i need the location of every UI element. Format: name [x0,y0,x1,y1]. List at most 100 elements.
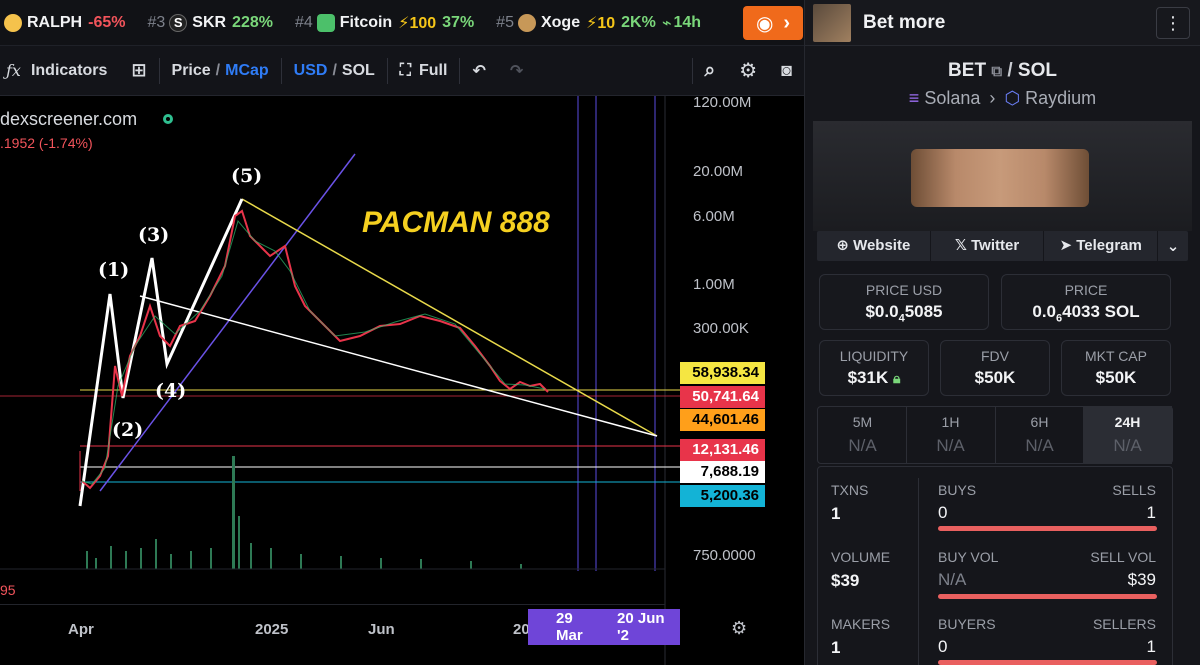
volume-label: VOLUME [831,549,891,565]
price-option[interactable]: Price [171,61,211,79]
mcap-value: $50K [1095,368,1137,387]
redo-button[interactable]: ↷ [498,56,535,86]
watermark: dexscreener.com [0,109,138,129]
redo-icon: ↷ [509,62,524,80]
price-sol-value: 0.064033 SOL [1032,302,1140,325]
trending-fire-button[interactable]: ◉ › [743,6,803,40]
range-start-label: 29 Mar [556,610,583,644]
mcap-label: MKT CAP [1085,348,1147,364]
price-sol-card: PRICE 0.064033 SOL [1001,274,1171,330]
token-info-panel: Bet more ⋮ BET ⧉ / SOL ≡ Solana › ⬡ Rayd… [804,0,1200,665]
twitter-link[interactable]: 𝕏 Twitter [931,231,1045,261]
ticker-item-ralph[interactable]: RALPH -65% [0,13,125,32]
buy-vol-label: BUY VOL [938,549,999,565]
liquidity-label: LIQUIDITY [839,348,909,364]
toolbar-divider [280,57,282,84]
gear-icon: ⚙ [731,618,748,638]
ticker-rank: #5 [496,13,514,31]
elliott-wave-line [78,198,244,507]
tab-5m[interactable]: 5M N/A [848,414,877,455]
price-chart[interactable]: dexscreener.com .1952 (-1.74%) 95 120.00… [0,96,804,665]
buys-label: BUYS [938,482,977,498]
trendline-yellow [241,198,658,437]
solana-icon: ≡ [908,88,920,108]
gear-icon: ⚙ [739,60,758,82]
layout-button[interactable]: ⊞ [119,56,158,86]
x-axis-label: 2025 [255,621,289,638]
undo-button[interactable]: ↶ [460,56,497,86]
snapshot-button[interactable]: ◙ [769,56,804,86]
copy-icon[interactable]: ⧉ [991,63,1003,80]
indicators-button[interactable]: ƒx Indicators [0,56,119,86]
fullscreen-icon: ⛶ [399,61,411,79]
dex-name[interactable]: Raydium [1025,88,1097,108]
time-settings-button[interactable]: ⚙ [731,618,747,639]
ticker-name: RALPH [27,13,83,31]
settings-button[interactable]: ⚙ [727,56,769,86]
telegram-link[interactable]: ➤ Telegram [1044,231,1159,261]
buy-sell-ratio-bar [938,526,1157,531]
wave-label: (5) [231,165,263,187]
wave-label: (2) [112,419,144,441]
sol-option[interactable]: SOL [341,61,375,79]
makers-ratio-bar [938,660,1157,665]
pacman-annotation: PACMAN 888 [362,206,550,239]
usd-option[interactable]: USD [293,61,328,79]
ticker-name: Fitcoin [339,13,393,31]
social-links: ⊕ Website 𝕏 Twitter ➤ Telegram ⌄ [817,231,1188,261]
currency-toggle[interactable]: USD / SOL [282,56,387,86]
y-axis-label: 6.00M [693,208,735,225]
price-level-tag: 44,601.46 [680,409,765,431]
ticker-name: SKR [192,13,227,31]
price-level-tag: 5,200.36 [680,485,765,507]
telegram-icon: ➤ [1059,237,1077,254]
trendline-white [139,295,658,437]
ticker-item-xoge[interactable]: #5 Xoge ⚡10 2K% ⌁ 14h [496,13,701,33]
mcap-option[interactable]: MCap [225,61,269,79]
fullscreen-button[interactable]: ⛶ Full [388,56,460,86]
y-axis-label: 20.00M [693,163,744,180]
x-icon: 𝕏 [954,237,972,254]
function-icon: ƒx [6,61,21,80]
ralph-token-icon [4,13,22,32]
y-axis-label: 120.00M [693,96,752,111]
buys-value: 0 [938,503,948,522]
more-options-button[interactable]: ⋮ [1156,7,1190,39]
undo-icon: ↶ [472,62,486,80]
sellers-label: SELLERS [1092,616,1156,632]
website-link[interactable]: ⊕ Website [817,231,931,261]
x-axis-label: Apr [68,621,94,638]
price-level-tag: 12,131.46 [680,439,765,461]
price-level-tag: 50,741.64 [680,386,765,408]
mcap-card: MKT CAP $50K [1061,340,1171,396]
date-range-highlight: 29 Mar 20 Jun '2 [528,609,680,645]
links-dropdown-button[interactable]: ⌄ [1158,237,1188,255]
chain-name[interactable]: Solana [924,88,981,108]
lock-icon: 🔒︎ [892,370,901,386]
indicators-label: Indicators [30,61,108,79]
price-sol-label: PRICE [1064,282,1108,298]
price-series-green [81,219,546,485]
sells-value: 1 [1146,503,1156,522]
price-mcap-toggle[interactable]: Price / MCap [160,56,281,86]
tab-1h[interactable]: 1H N/A [906,406,994,464]
ticker-age: 14h [673,13,702,31]
chevron-right-icon: › [989,88,996,108]
fdv-label: FDV [981,348,1009,364]
makers-label: MAKERS [831,616,891,632]
tab-24h[interactable]: 24H N/A [1083,406,1172,464]
token-banner-image [813,121,1192,231]
price-level-tag: 7,688.19 [680,461,765,483]
ticker-item-fitcoin[interactable]: #4 Fitcoin ⚡100 37% [295,13,474,33]
fdv-value: $50K [974,368,1016,387]
chain-breadcrumb: ≡ Solana › ⬡ Raydium [805,88,1200,109]
toggle-slash: / [215,61,221,79]
ticker-item-skr[interactable]: #3 S SKR 228% [147,13,273,32]
tab-6h[interactable]: 6H N/A [995,406,1083,464]
txns-value: 1 [831,504,841,523]
skr-token-icon: S [169,13,188,32]
price-level-tag: 58,938.34 [680,362,765,384]
y-axis-label: 300.00K [693,320,749,337]
token-title: Bet more [863,11,946,33]
quick-search-button[interactable]: ⌕ [693,56,728,86]
